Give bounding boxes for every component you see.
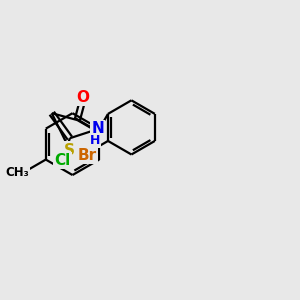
Text: N: N xyxy=(91,121,104,136)
Text: S: S xyxy=(64,142,75,158)
Text: Cl: Cl xyxy=(54,153,70,168)
Text: H: H xyxy=(90,134,101,147)
Text: Br: Br xyxy=(78,148,97,163)
Text: CH₃: CH₃ xyxy=(6,166,29,179)
Text: O: O xyxy=(76,90,89,105)
